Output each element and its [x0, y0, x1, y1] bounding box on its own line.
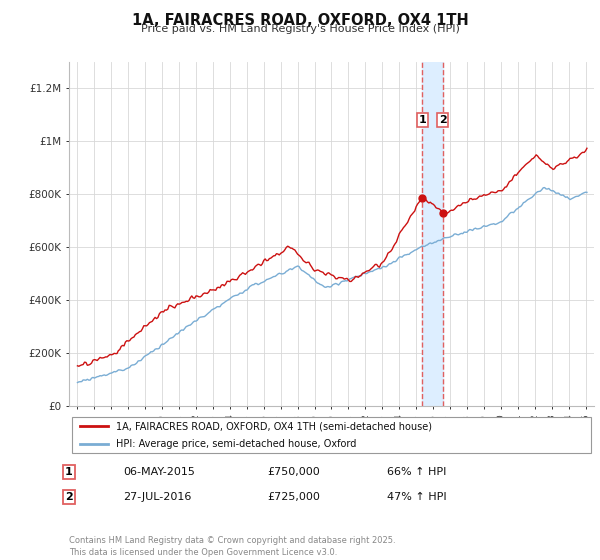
Text: 47% ↑ HPI: 47% ↑ HPI [387, 492, 446, 502]
Text: £725,000: £725,000 [267, 492, 320, 502]
Text: 1: 1 [65, 467, 73, 477]
Text: 27-JUL-2016: 27-JUL-2016 [123, 492, 191, 502]
Text: HPI: Average price, semi-detached house, Oxford: HPI: Average price, semi-detached house,… [116, 439, 356, 449]
Text: 66% ↑ HPI: 66% ↑ HPI [387, 467, 446, 477]
Text: 06-MAY-2015: 06-MAY-2015 [123, 467, 195, 477]
Text: 1: 1 [418, 115, 426, 125]
Text: 1A, FAIRACRES ROAD, OXFORD, OX4 1TH: 1A, FAIRACRES ROAD, OXFORD, OX4 1TH [131, 13, 469, 28]
Text: 2: 2 [65, 492, 73, 502]
Text: £750,000: £750,000 [267, 467, 320, 477]
Bar [422, 62, 443, 406]
FancyBboxPatch shape [71, 417, 592, 453]
Text: Contains HM Land Registry data © Crown copyright and database right 2025.
This d: Contains HM Land Registry data © Crown c… [69, 536, 395, 557]
Text: Price paid vs. HM Land Registry's House Price Index (HPI): Price paid vs. HM Land Registry's House … [140, 24, 460, 34]
Text: 2: 2 [439, 115, 446, 125]
Text: 1A, FAIRACRES ROAD, OXFORD, OX4 1TH (semi-detached house): 1A, FAIRACRES ROAD, OXFORD, OX4 1TH (sem… [116, 421, 432, 431]
